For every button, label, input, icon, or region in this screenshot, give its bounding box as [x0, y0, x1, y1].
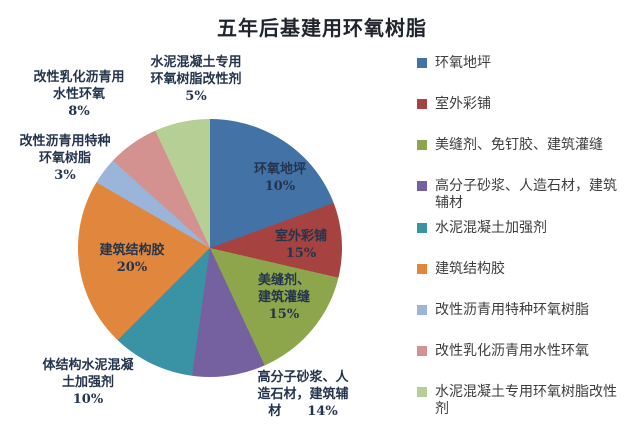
legend-swatch-icon: [417, 305, 427, 315]
legend-item: 改性沥青用特种环氧树脂: [417, 302, 635, 319]
legend-swatch-icon: [417, 264, 427, 274]
legend-item-label: 室外彩铺: [435, 96, 491, 112]
legend: 环氧地坪 室外彩铺 美缝剂、免钉胶、建筑灌缝 高分子砂浆、人造石材，建筑辅材 水泥混凝土…: [417, 55, 635, 418]
legend-item-label: 环氧地坪: [435, 55, 491, 71]
legend-item-label: 高分子砂浆、人造石材，建筑辅材: [435, 178, 617, 211]
legend-swatch-icon: [417, 58, 427, 68]
legend-item-label: 水泥混凝土加强剂: [435, 220, 547, 236]
legend-item: 高分子砂浆、人造石材，建筑辅材: [417, 178, 635, 212]
pie-label-structural-adhesive: 建筑结构胶 20%: [99, 243, 165, 275]
legend-swatch-icon: [417, 387, 427, 397]
legend-item: 建筑结构胶: [417, 261, 635, 278]
legend-item: 改性乳化沥青用水性环氧: [417, 343, 635, 360]
legend-swatch-icon: [417, 346, 427, 356]
legend-item: 室外彩铺: [417, 96, 635, 113]
pie-label-epoxy-flooring: 环氧地坪 10%: [253, 162, 306, 194]
pie-label-joint-sealant: 美缝剂、 建筑灌缝 15%: [257, 273, 310, 322]
pie-label-outdoor-color-paving: 室外彩铺 15%: [274, 229, 327, 261]
pie-label-bulk-concrete-strengthener: 体结构水泥混凝 土加强剂 10%: [42, 358, 134, 407]
pie-label-cement-epoxy-modifier: 水泥混凝土专用 环氧树脂改性剂 5%: [150, 55, 242, 104]
legend-item: 水泥混凝土加强剂: [417, 220, 635, 237]
legend-item-label: 水泥混凝土专用环氧树脂改性剂: [435, 384, 617, 417]
legend-item-label: 改性乳化沥青用水性环氧: [435, 343, 589, 359]
legend-swatch-icon: [417, 99, 427, 109]
legend-swatch-icon: [417, 140, 427, 150]
legend-item: 环氧地坪: [417, 55, 635, 72]
legend-item: 水泥混凝土专用环氧树脂改性剂: [417, 384, 635, 418]
pie-label-polymer-mortar: 高分子砂浆、人 造石材，建筑辅 材 14%: [257, 370, 349, 419]
legend-item-label: 建筑结构胶: [435, 261, 505, 277]
pie-label-waterborne-epoxy: 改性乳化沥青用 水性环氧 8%: [33, 70, 125, 119]
legend-item-label: 美缝剂、免钉胶、建筑灌缝: [435, 137, 603, 153]
legend-item: 美缝剂、免钉胶、建筑灌缝: [417, 137, 635, 154]
legend-swatch-icon: [417, 223, 427, 233]
legend-item-label: 改性沥青用特种环氧树脂: [435, 302, 589, 318]
chart-title: 五年后基建用环氧树脂: [217, 16, 427, 40]
legend-swatch-icon: [417, 181, 427, 191]
pie-label-special-epoxy-asphalt: 改性沥青用特种 环氧树脂 3%: [19, 134, 111, 183]
pie-chart: [78, 119, 342, 377]
